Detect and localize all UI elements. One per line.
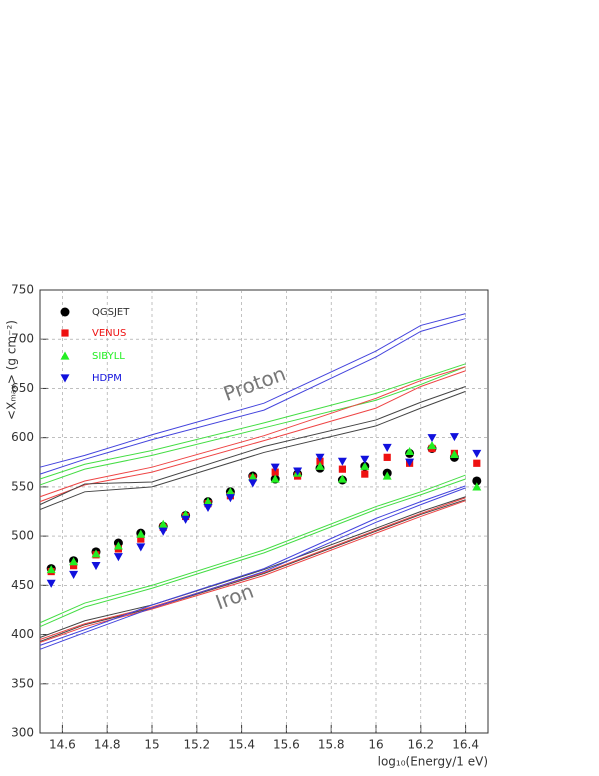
y-tick-label: 300 (11, 726, 34, 740)
marker (181, 515, 191, 524)
marker (203, 497, 213, 506)
marker (69, 570, 79, 580)
marker (472, 476, 482, 486)
marker (472, 482, 482, 491)
x-tick-label: 15.8 (318, 738, 345, 752)
marker (113, 553, 123, 562)
marker (270, 463, 280, 472)
plot-frame (39, 289, 489, 734)
marker (293, 467, 303, 476)
y-tick-label: 350 (11, 676, 34, 690)
y-tick-label: 500 (11, 529, 34, 543)
model-line (39, 497, 466, 640)
marker (46, 565, 56, 574)
model-line (39, 318, 466, 475)
legend-marker (60, 374, 70, 383)
marker (382, 443, 392, 453)
model-line (39, 313, 466, 468)
marker (361, 470, 369, 478)
marker (91, 549, 101, 558)
model-line (39, 499, 466, 642)
legend-marker (61, 329, 69, 337)
marker (137, 535, 145, 543)
marker (225, 487, 235, 496)
marker (136, 543, 146, 552)
marker (427, 434, 437, 443)
x-tick-label: 16.4 (452, 738, 479, 752)
legend-label: SIBYLL (92, 351, 125, 362)
marker (271, 468, 279, 476)
model-line (39, 478, 466, 628)
marker (338, 465, 346, 473)
marker (360, 455, 370, 464)
model-line (39, 485, 466, 646)
marker (360, 461, 370, 470)
marker (383, 453, 391, 461)
x-tick-label: 16.2 (407, 738, 434, 752)
y-tick-label: 450 (11, 578, 34, 592)
marker (69, 557, 79, 566)
y-axis-label: <Xₘₐₓ> (g cm⁻²) (5, 320, 19, 420)
model-line (39, 390, 466, 510)
y-tick-label: 700 (11, 332, 34, 346)
x-tick-label: 16 (368, 738, 383, 752)
model-line (39, 487, 466, 650)
marker (315, 461, 325, 470)
marker (472, 449, 482, 458)
marker (136, 529, 146, 538)
x-tick-label: 14.6 (49, 738, 76, 752)
marker (382, 471, 392, 480)
marker (449, 449, 459, 459)
marker (158, 519, 168, 528)
marker (405, 446, 415, 456)
marker (270, 474, 280, 483)
marker (46, 579, 56, 588)
legend-label: VENUS (92, 328, 126, 339)
y-tick-label: 650 (11, 381, 34, 395)
marker (113, 541, 123, 550)
marker (449, 433, 459, 442)
model-line (39, 474, 466, 624)
y-tick-label: 600 (11, 430, 34, 444)
x-tick-label: 15 (144, 738, 159, 752)
marker (427, 441, 437, 450)
marker (91, 562, 101, 571)
marker (248, 479, 258, 488)
model-line (39, 370, 466, 503)
y-tick-label: 750 (11, 283, 34, 297)
marker (315, 453, 325, 462)
x-tick-label: 14.8 (94, 738, 121, 752)
marker (473, 459, 481, 467)
marker (70, 562, 78, 570)
model-line (39, 386, 466, 506)
model-line (39, 366, 466, 498)
y-tick-label: 400 (11, 627, 34, 641)
x-tick-label: 15.6 (273, 738, 300, 752)
model-line (39, 500, 466, 643)
x-tick-label: 15.4 (228, 738, 255, 752)
marker (225, 494, 235, 503)
marker (158, 527, 168, 536)
x-axis-label: log₁₀(Energy/1 eV) (378, 755, 488, 769)
marker (337, 457, 347, 466)
model-line (39, 366, 466, 486)
model-line (39, 363, 466, 480)
legend-marker (60, 351, 70, 360)
marker (203, 503, 213, 513)
annotation: Proton (220, 361, 289, 406)
legend-marker (60, 307, 70, 317)
model-line (39, 496, 466, 638)
y-tick-label: 550 (11, 479, 34, 493)
marker (337, 474, 347, 483)
legend-label: HDPM (92, 373, 122, 384)
marker (405, 458, 415, 467)
x-tick-label: 15.2 (183, 738, 210, 752)
legend-label: QGSJET (92, 307, 130, 318)
marker (248, 472, 258, 481)
